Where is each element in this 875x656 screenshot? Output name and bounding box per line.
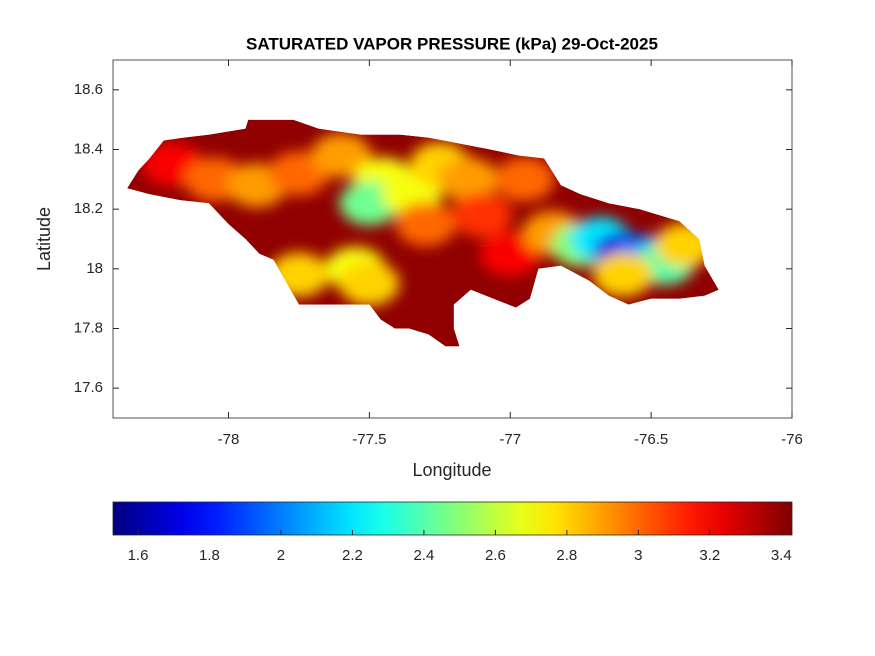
chart-title: SATURATED VAPOR PRESSURE (kPa) 29-Oct-20… <box>246 34 658 53</box>
x-tick-label: -76.5 <box>634 431 668 448</box>
field-blob <box>437 157 498 202</box>
field-blob <box>452 193 513 238</box>
colorbar-tick-label: 1.8 <box>199 547 220 564</box>
field-blob <box>480 231 541 276</box>
colorbar-tick-label: 3.4 <box>771 547 792 564</box>
colorbar <box>112 501 793 536</box>
y-tick-label: 17.8 <box>74 319 103 336</box>
samples <box>142 133 715 306</box>
colorbar-tick-label: 1.6 <box>128 547 149 564</box>
y-tick-label: 18.6 <box>74 81 103 98</box>
field-blob <box>494 157 555 202</box>
y-tick-label: 18.2 <box>74 200 103 217</box>
x-tick-label: -77 <box>499 431 521 448</box>
field-blob <box>592 252 653 297</box>
x-tick-label: -77.5 <box>352 431 386 448</box>
field-blob <box>339 261 400 306</box>
y-tick-label: 18 <box>86 260 103 277</box>
colorbar-tick-label: 2.8 <box>556 547 577 564</box>
field-blob <box>395 202 456 247</box>
x-tick-label: -76 <box>781 431 803 448</box>
x-tick-label: -78 <box>218 431 240 448</box>
y-tick-label: 18.4 <box>74 140 103 157</box>
colorbar-tick-label: 3.2 <box>699 547 720 564</box>
colorbar-tick-label: 3 <box>634 547 642 564</box>
map-field <box>127 119 719 347</box>
y-tick-label: 17.6 <box>74 379 103 396</box>
colorbar-tick-label: 2 <box>277 547 285 564</box>
field-blob <box>311 133 372 178</box>
y-axis-label: Latitude <box>34 207 54 271</box>
colorbar-tick-label: 2.6 <box>485 547 506 564</box>
x-axis-label: Longitude <box>412 460 491 480</box>
colorbar-tick-label: 2.4 <box>413 547 434 564</box>
colorbar-tick-label: 2.2 <box>342 547 363 564</box>
